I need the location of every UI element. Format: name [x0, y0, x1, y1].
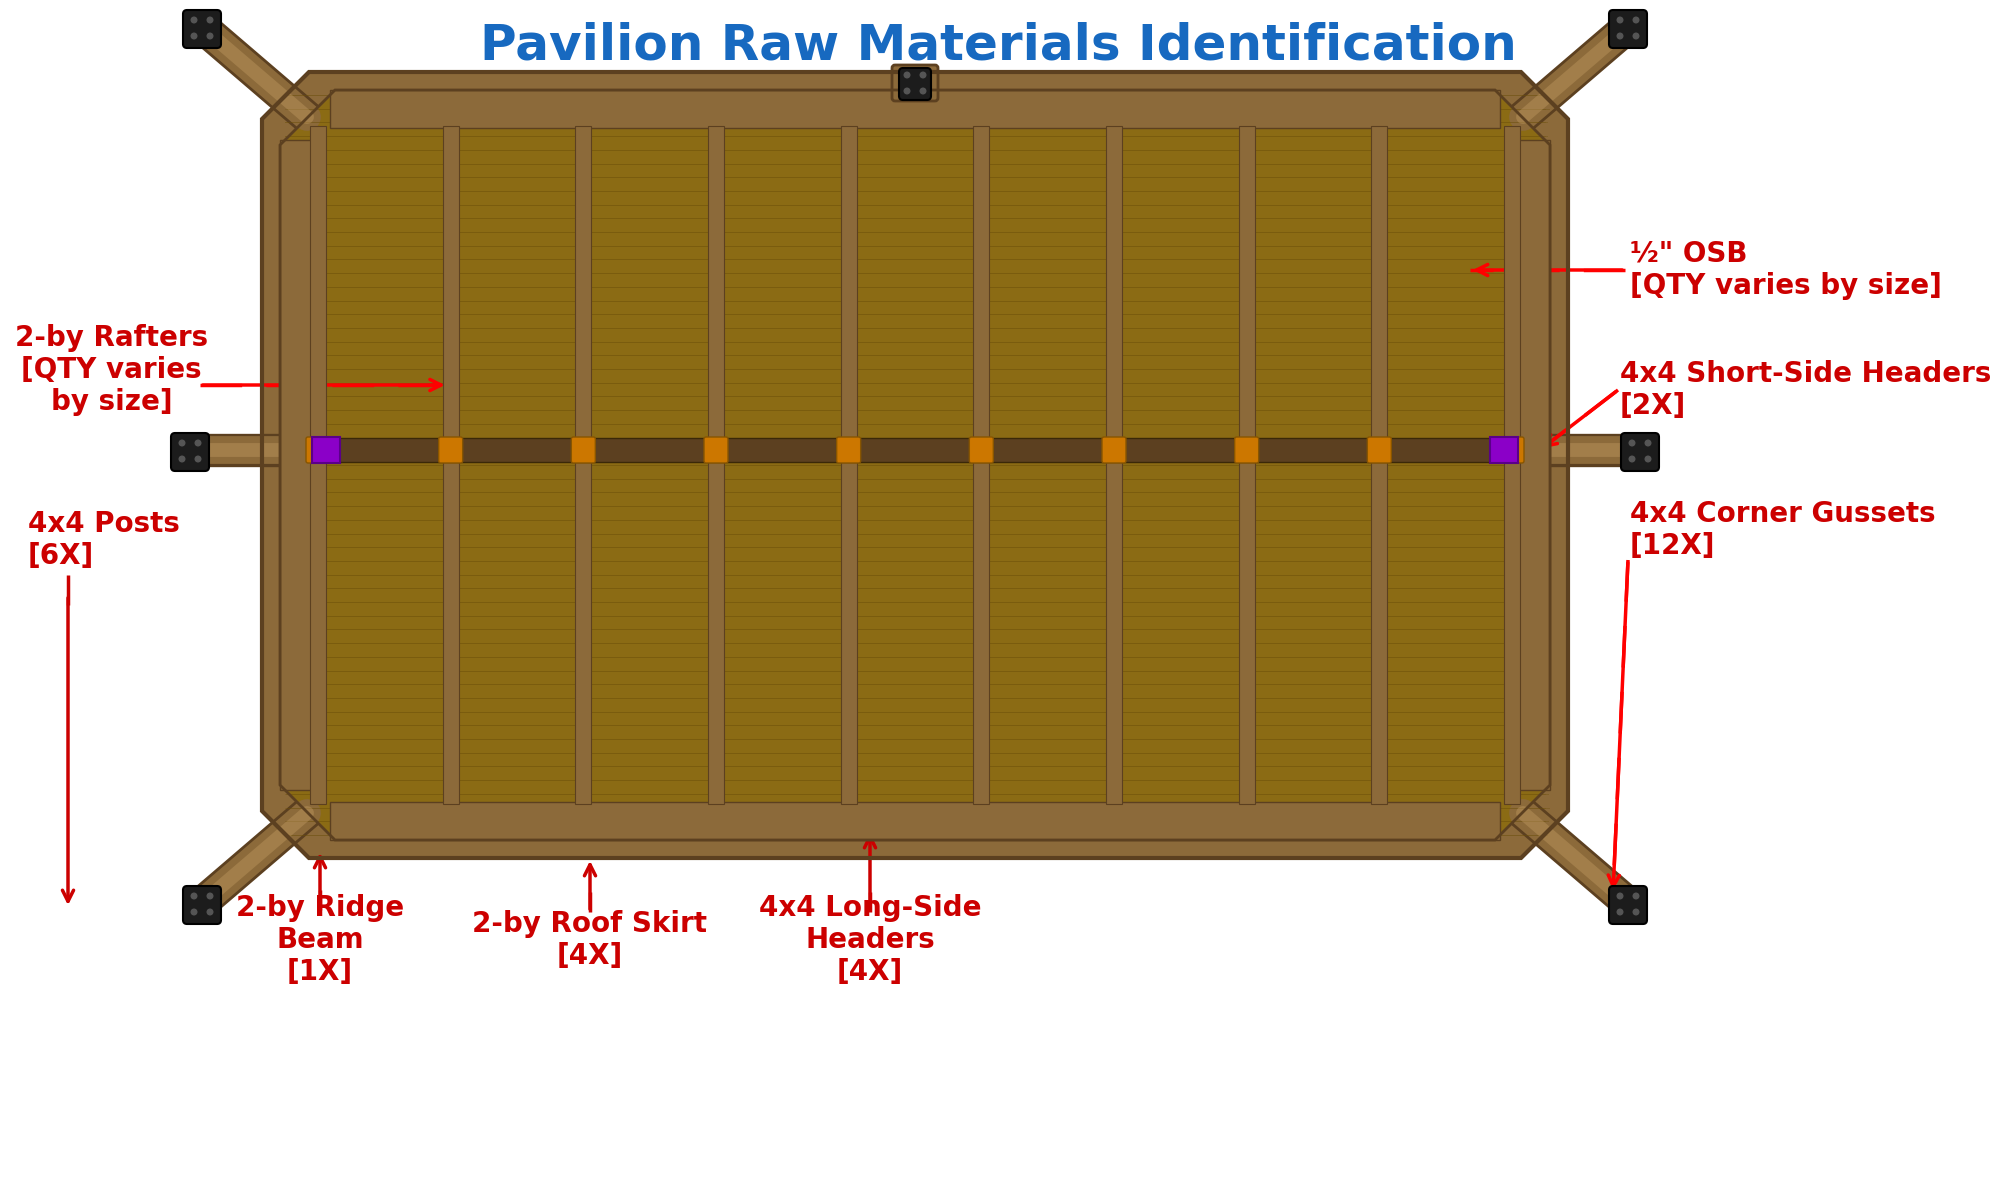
Circle shape	[208, 893, 214, 899]
Bar	[443, 126, 459, 804]
Text: 4x4 Corner Gussets
[12X]: 4x4 Corner Gussets [12X]	[1630, 500, 1935, 560]
Circle shape	[921, 72, 927, 78]
Circle shape	[192, 18, 198, 22]
Bar	[318, 438, 1512, 462]
Bar	[280, 140, 318, 790]
Circle shape	[1630, 456, 1636, 462]
Circle shape	[1634, 893, 1640, 899]
FancyBboxPatch shape	[837, 437, 861, 463]
Bar	[1238, 126, 1254, 804]
Circle shape	[905, 88, 911, 94]
Bar	[709, 126, 725, 804]
Bar	[330, 802, 1500, 839]
Text: 4x4 Long-Side
Headers
[4X]: 4x4 Long-Side Headers [4X]	[759, 894, 981, 986]
Bar	[575, 126, 591, 804]
FancyBboxPatch shape	[306, 437, 330, 463]
FancyBboxPatch shape	[184, 9, 222, 49]
Circle shape	[1634, 18, 1640, 22]
Polygon shape	[262, 72, 1568, 858]
FancyBboxPatch shape	[439, 437, 463, 463]
Text: 4x4 Short-Side Headers
[2X]: 4x4 Short-Side Headers [2X]	[1620, 360, 1991, 420]
Bar	[1490, 437, 1518, 463]
Circle shape	[192, 893, 198, 899]
Polygon shape	[280, 90, 1550, 839]
FancyBboxPatch shape	[899, 67, 931, 99]
Circle shape	[1618, 909, 1624, 915]
Circle shape	[192, 909, 198, 915]
Circle shape	[208, 18, 214, 22]
Text: 2-by Roof Skirt
[4X]: 2-by Roof Skirt [4X]	[473, 909, 707, 970]
Bar	[330, 90, 1500, 128]
Circle shape	[196, 440, 202, 446]
FancyBboxPatch shape	[1610, 9, 1648, 49]
Polygon shape	[280, 90, 1550, 839]
Text: 2-by Rafters
[QTY varies
by size]: 2-by Rafters [QTY varies by size]	[16, 323, 208, 417]
Circle shape	[921, 88, 927, 94]
Text: 2-by Ridge
Beam
[1X]: 2-by Ridge Beam [1X]	[236, 894, 403, 986]
FancyBboxPatch shape	[1234, 437, 1258, 463]
Bar	[312, 437, 339, 463]
FancyBboxPatch shape	[1622, 433, 1660, 471]
Circle shape	[180, 440, 186, 446]
Text: ½" OSB
[QTY varies by size]: ½" OSB [QTY varies by size]	[1630, 240, 1941, 301]
Text: 4x4 Posts
[6X]: 4x4 Posts [6X]	[28, 510, 180, 571]
Circle shape	[1618, 18, 1624, 22]
FancyBboxPatch shape	[969, 437, 993, 463]
Circle shape	[905, 72, 911, 78]
FancyBboxPatch shape	[1610, 886, 1648, 924]
Bar	[1504, 126, 1520, 804]
FancyBboxPatch shape	[893, 65, 939, 101]
Text: Pavilion Raw Materials Identification: Pavilion Raw Materials Identification	[479, 21, 1516, 69]
FancyBboxPatch shape	[1500, 437, 1524, 463]
FancyBboxPatch shape	[705, 437, 729, 463]
Bar	[310, 126, 326, 804]
Circle shape	[1630, 440, 1636, 446]
Circle shape	[1646, 456, 1652, 462]
Circle shape	[1634, 909, 1640, 915]
Circle shape	[196, 456, 202, 462]
Circle shape	[1634, 33, 1640, 39]
Bar	[1512, 140, 1550, 790]
Bar	[1106, 126, 1122, 804]
Circle shape	[1618, 893, 1624, 899]
FancyBboxPatch shape	[184, 886, 222, 924]
Circle shape	[208, 909, 214, 915]
Circle shape	[208, 33, 214, 39]
FancyBboxPatch shape	[172, 433, 210, 471]
Circle shape	[192, 33, 198, 39]
Circle shape	[1618, 33, 1624, 39]
FancyBboxPatch shape	[1368, 437, 1392, 463]
Bar	[1372, 126, 1388, 804]
Bar	[841, 126, 857, 804]
Bar	[973, 126, 989, 804]
FancyBboxPatch shape	[1102, 437, 1126, 463]
FancyBboxPatch shape	[571, 437, 595, 463]
Circle shape	[1646, 440, 1652, 446]
Polygon shape	[286, 96, 1556, 847]
Circle shape	[180, 456, 186, 462]
